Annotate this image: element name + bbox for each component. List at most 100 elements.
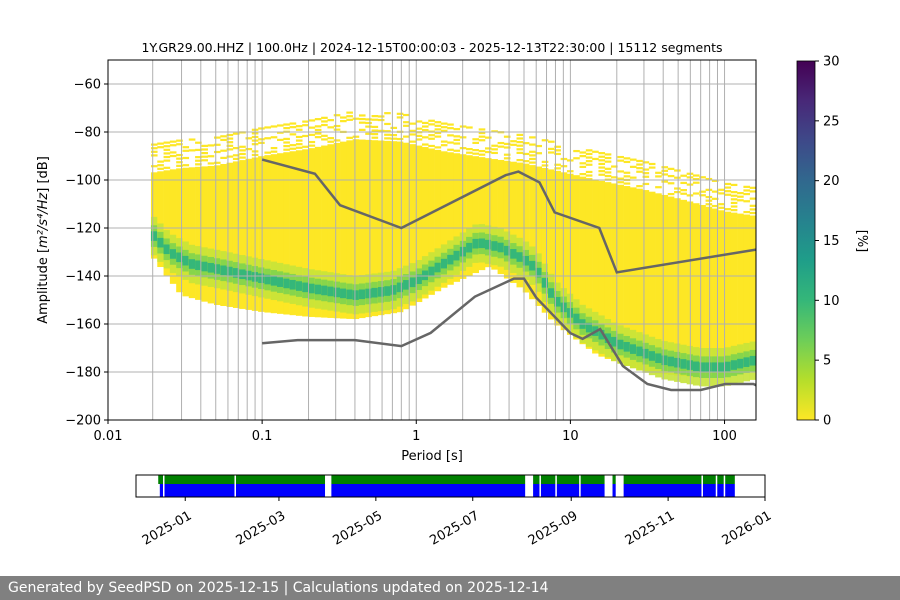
psd-fringe-cell: [157, 167, 164, 170]
timeline-green-segment: [158, 475, 326, 484]
psd-fringe-cell: [232, 147, 240, 150]
psd-density-core: [503, 245, 511, 256]
colorbar-tick-label: 0: [823, 414, 831, 429]
psd-fringe-cell: [466, 126, 473, 129]
psd-fringe-cell: [163, 141, 171, 144]
psd-fringe-cell: [743, 189, 750, 192]
psd-fringe-cell: [295, 125, 303, 128]
psd-fringe-cell: [497, 145, 505, 148]
psd-body-column: [535, 166, 543, 306]
psd-body-column: [510, 161, 517, 283]
psd-density-core: [384, 286, 391, 296]
psd-fringe-cell: [548, 140, 555, 143]
psd-fringe-cell: [220, 149, 227, 152]
psd-body-column: [239, 160, 246, 309]
psd-fringe-cell: [295, 128, 303, 131]
psd-density-core: [207, 262, 215, 273]
timeline-blue-segment: [331, 484, 526, 497]
psd-fringe-cell: [371, 136, 379, 139]
colorbar-tick-label: 5: [823, 354, 831, 369]
psd-fringe-cell: [680, 174, 687, 177]
timeline-frame: [135, 474, 766, 498]
psd-fringe-cell: [629, 176, 637, 179]
psd-fringe-cell: [340, 116, 347, 119]
psd-fringe-cell: [560, 157, 568, 161]
psd-fringe-cell: [611, 176, 618, 179]
psd-fringe-cell: [636, 170, 643, 173]
psd-density-core: [491, 241, 498, 251]
psd-fringe-cell: [491, 151, 498, 155]
x-tick-label: 0.01: [94, 429, 123, 444]
psd-fringe-cell: [220, 135, 227, 138]
psd-density-core: [182, 255, 190, 266]
psd-fringe-cell: [642, 182, 650, 186]
chart-title: 1Y.GR29.00.HHZ | 100.0Hz | 2024-12-15T00…: [141, 40, 722, 55]
psd-fringe-cell: [390, 137, 398, 140]
psd-fringe-cell: [434, 121, 442, 124]
psd-fringe-cell: [232, 154, 240, 157]
psd-fringe-cell: [484, 136, 492, 139]
psd-fringe-cell: [548, 151, 555, 154]
psd-fringe-cell: [440, 129, 448, 132]
colorbar-tick-label: 10: [823, 294, 840, 309]
psd-fringe-cell: [661, 169, 669, 172]
psd-fringe-cell: [340, 120, 347, 123]
psd-fringe-cell: [157, 142, 164, 145]
psd-body-column: [718, 210, 725, 375]
psd-fringe-cell: [724, 208, 732, 211]
psd-fringe-cell: [434, 135, 442, 138]
psd-fringe-cell: [182, 156, 190, 160]
psd-fringe-cell: [680, 181, 687, 185]
psd-body-column: [617, 184, 624, 364]
timeline-gap: [163, 475, 165, 497]
psd-fringe-cell: [510, 143, 517, 146]
period-grid-lines: [152, 60, 726, 420]
psd-body-column: [220, 164, 227, 306]
psd-fringe-cell: [604, 171, 612, 174]
psd-density-core: [188, 259, 196, 269]
psd-fringe-cell: [699, 194, 706, 197]
y-tick-label: −160: [65, 318, 101, 333]
psd-fringe-cell: [623, 157, 631, 160]
psd-fringe-cell: [321, 134, 328, 137]
psd-fringe-cell: [283, 127, 290, 130]
psd-fringe-cell: [415, 127, 423, 130]
psd-fringe-cell: [333, 124, 341, 128]
psd-fringe-cell: [384, 130, 391, 133]
psd-body-column: [692, 203, 700, 377]
psd-fringe-cell: [201, 148, 208, 151]
colorbar-tick-label: 30: [823, 55, 840, 70]
psd-body-column: [648, 191, 656, 373]
psd-fringe-cell: [157, 164, 164, 167]
psd-density-core: [573, 313, 580, 324]
psd-body-column: [484, 158, 492, 268]
psd-body-column: [302, 149, 309, 317]
x-axis-label: Period [s]: [401, 449, 463, 464]
psd-fringe-cell: [730, 198, 738, 201]
psd-body-column: [592, 179, 599, 354]
psd-fringe-cell: [680, 192, 687, 195]
psd-density-core: [617, 339, 624, 350]
psd-fringe-cell: [421, 136, 429, 139]
psd-density-core: [327, 286, 335, 297]
psd-fringe-cell: [484, 147, 492, 150]
psd-fringe-cell: [440, 140, 448, 143]
psd-body-column: [548, 169, 555, 320]
psd-fringe-cell: [321, 116, 328, 119]
psd-fringe-cell: [384, 133, 391, 136]
psd-body-column: [340, 141, 347, 319]
timeline-tick-label: 2025-01: [140, 508, 195, 548]
timeline-gap: [579, 475, 581, 497]
psd-fringe-cell: [201, 151, 208, 155]
psd-fringe-cell: [510, 140, 517, 143]
psd-fringe-cell: [529, 136, 536, 139]
psd-body-column: [182, 167, 190, 297]
psd-fringe-cell: [724, 186, 732, 189]
psd-fringe-cell: [270, 146, 278, 150]
psd-fringe-cell: [314, 118, 322, 121]
psd-fringe-cell: [264, 137, 272, 140]
psd-body-column: [705, 206, 713, 376]
psd-density-core: [308, 283, 316, 294]
psd-fringe-cell: [453, 135, 461, 138]
psd-fringe-cell: [163, 145, 171, 148]
